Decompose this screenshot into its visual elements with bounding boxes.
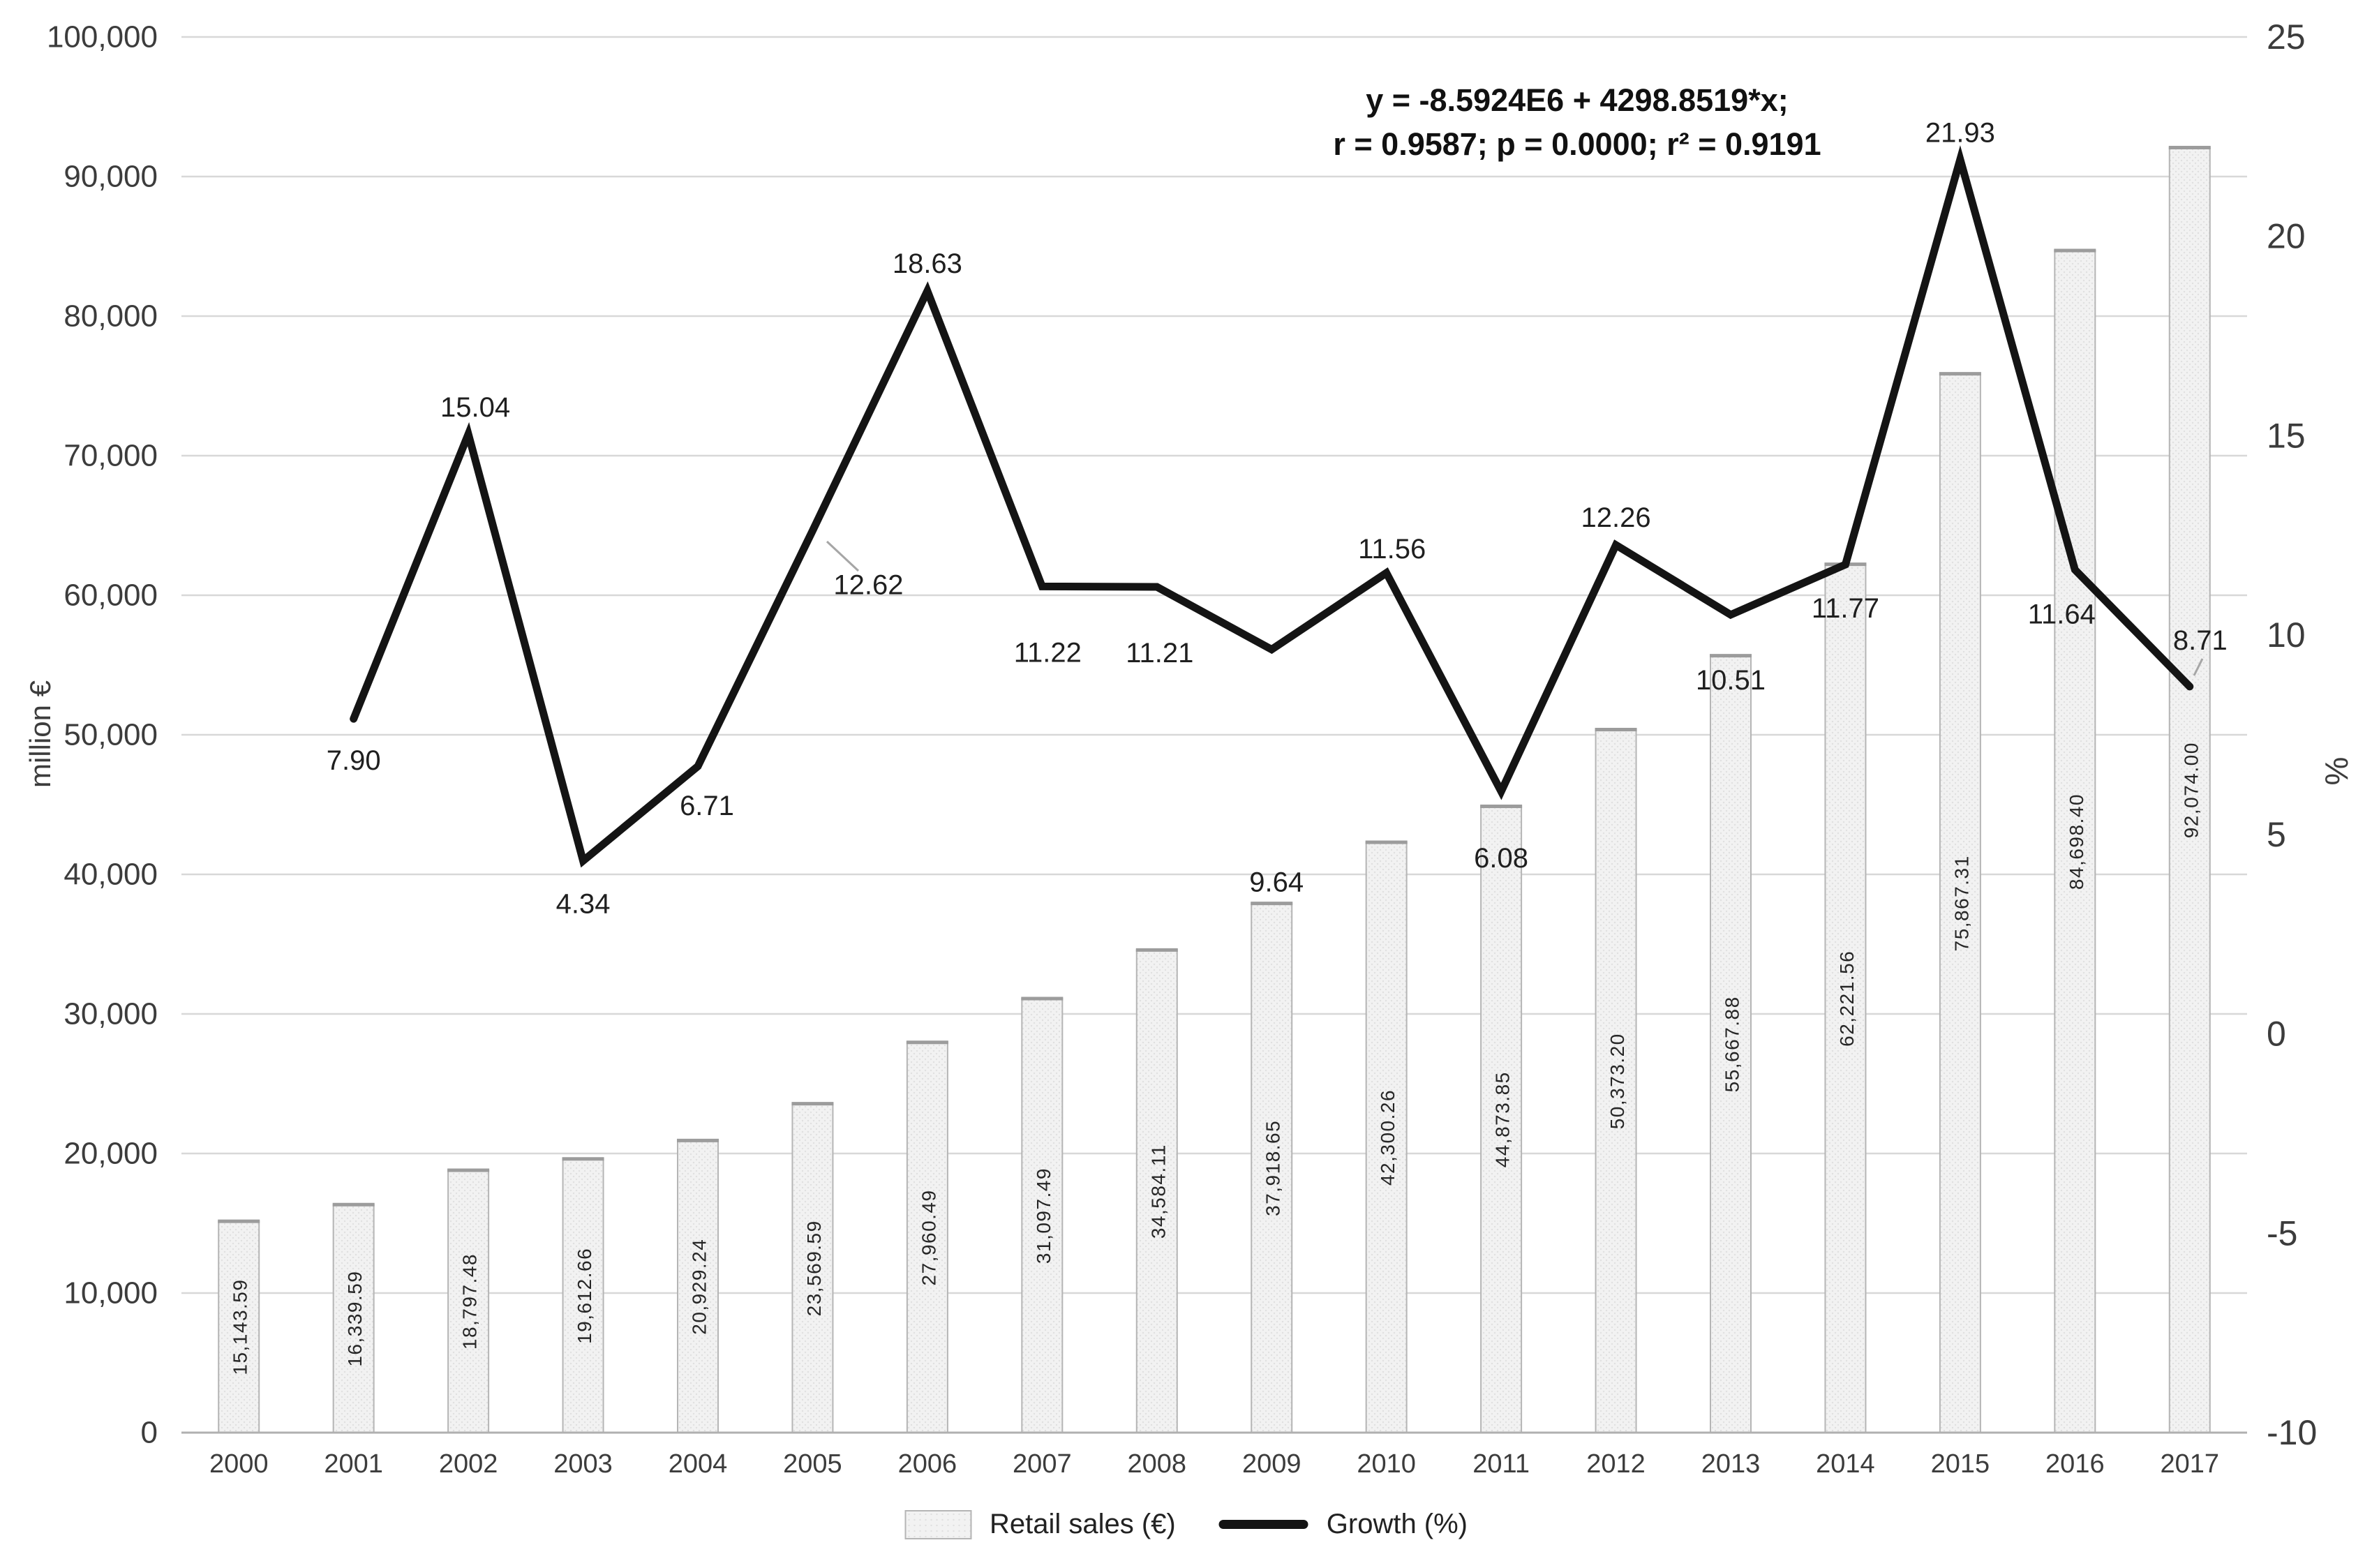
left-axis-tick-label: 50,000 xyxy=(64,718,158,752)
x-axis-tick-label: 2014 xyxy=(1816,1449,1875,1479)
growth-value-label: 11.56 xyxy=(1358,534,1426,565)
bar-value-label: 62,221.56 xyxy=(1836,950,1858,1047)
bar-value-label: 50,373.20 xyxy=(1606,1033,1628,1129)
left-axis-tick-label: 100,000 xyxy=(47,20,158,54)
x-axis-tick-label: 2008 xyxy=(1128,1449,1187,1479)
growth-value-label: 9.64 xyxy=(1249,867,1304,898)
right-axis-tick-label: 10 xyxy=(2267,615,2306,655)
x-axis-tick-label: 2001 xyxy=(324,1449,383,1479)
left-axis-tick-label: 40,000 xyxy=(64,858,158,892)
bar-value-label: 31,097.49 xyxy=(1033,1167,1054,1264)
regression-equation: y = -8.5924E6 + 4298.8519*x; xyxy=(1366,82,1789,118)
growth-value-label: 6.08 xyxy=(1474,843,1528,874)
legend-line-swatch-icon xyxy=(1218,1520,1308,1529)
bar-value-label: 18,797.48 xyxy=(459,1253,481,1350)
growth-value-label: 18.63 xyxy=(893,248,962,279)
growth-value-label: 11.64 xyxy=(2028,599,2096,629)
x-axis-tick-label: 2016 xyxy=(2045,1449,2105,1479)
bar-retail-sales xyxy=(2054,250,2096,1434)
legend: Retail sales (€) Growth (%) xyxy=(904,1509,1468,1540)
growth-value-label: 11.77 xyxy=(1812,593,1879,624)
bar-value-label: 37,918.65 xyxy=(1262,1120,1284,1216)
right-axis-title: % xyxy=(2318,756,2355,786)
bar-value-label: 75,867.31 xyxy=(1950,855,1972,951)
bar-retail-sales xyxy=(1595,729,1637,1433)
regression-annotation: y = -8.5924E6 + 4298.8519*x; r = 0.9587;… xyxy=(1333,78,1821,166)
x-axis-tick-label: 2003 xyxy=(553,1449,613,1479)
growth-value-label: 4.34 xyxy=(556,889,611,920)
bar-value-label: 27,960.49 xyxy=(918,1189,939,1285)
bar-retail-sales xyxy=(1251,902,1293,1433)
growth-value-label: 12.62 xyxy=(833,569,903,600)
legend-bar-label: Retail sales (€) xyxy=(989,1509,1176,1539)
x-axis-tick-label: 2011 xyxy=(1472,1449,1530,1479)
bar-value-label: 92,074.00 xyxy=(2180,742,2202,838)
bar-value-label: 84,698.40 xyxy=(2066,793,2087,890)
x-axis-tick-label: 2005 xyxy=(783,1449,842,1479)
right-axis-tick-label: -10 xyxy=(2267,1413,2317,1452)
growth-value-label: 11.21 xyxy=(1126,638,1193,669)
x-axis-tick-label: 2012 xyxy=(1586,1449,1646,1479)
growth-value-label: 21.93 xyxy=(1925,117,1995,148)
left-axis-tick-label: 80,000 xyxy=(64,299,158,334)
bar-retail-sales xyxy=(1939,373,1981,1433)
x-axis-tick-label: 2009 xyxy=(1242,1449,1301,1479)
bar-value-label: 19,612.66 xyxy=(574,1248,595,1344)
x-axis-tick-label: 2017 xyxy=(2161,1449,2220,1479)
bar-value-label: 20,929.24 xyxy=(689,1239,710,1335)
bar-value-label: 15,143.59 xyxy=(230,1279,251,1375)
bar-value-label: 44,873.85 xyxy=(1492,1071,1514,1167)
legend-line-label: Growth (%) xyxy=(1326,1509,1468,1539)
legend-bar-swatch-icon xyxy=(904,1509,971,1539)
bar-value-label: 23,569.59 xyxy=(803,1220,825,1316)
growth-value-label: 6.71 xyxy=(680,791,734,821)
bar-retail-sales xyxy=(1135,949,1178,1433)
growth-value-label: 7.90 xyxy=(327,745,381,776)
label-leader-line xyxy=(2193,658,2204,676)
x-axis-tick-label: 2000 xyxy=(209,1449,269,1479)
bar-value-label: 16,339.59 xyxy=(344,1271,366,1367)
right-axis-tick-label: 20 xyxy=(2267,217,2306,256)
growth-value-label: 15.04 xyxy=(440,392,510,423)
left-axis-tick-label: 70,000 xyxy=(64,439,158,473)
x-axis-tick-label: 2010 xyxy=(1357,1449,1416,1479)
growth-value-label: 12.26 xyxy=(1581,502,1651,533)
bar-value-label: 42,300.26 xyxy=(1377,1089,1398,1186)
bar-value-label: 34,584.11 xyxy=(1147,1144,1169,1239)
right-axis-tick-label: 5 xyxy=(2267,815,2286,854)
label-leader-line xyxy=(826,540,860,572)
left-axis-tick-label: 30,000 xyxy=(64,997,158,1031)
right-axis-tick-label: 0 xyxy=(2267,1015,2286,1054)
left-axis-tick-label: 0 xyxy=(141,1416,158,1450)
x-axis-tick-label: 2006 xyxy=(898,1449,957,1479)
left-axis-tick-label: 90,000 xyxy=(64,160,158,194)
left-axis-tick-label: 10,000 xyxy=(64,1276,158,1311)
bar-retail-sales xyxy=(1021,998,1064,1433)
x-axis-tick-label: 2007 xyxy=(1013,1449,1072,1479)
right-axis-tick-label: 25 xyxy=(2267,17,2306,57)
growth-value-label: 10.51 xyxy=(1696,665,1766,696)
bar-retail-sales xyxy=(1824,563,1867,1433)
left-axis-tick-label: 20,000 xyxy=(64,1137,158,1171)
x-axis-tick-label: 2013 xyxy=(1701,1449,1761,1479)
left-axis-title: million € xyxy=(24,680,57,789)
bar-retail-sales xyxy=(332,1204,375,1434)
growth-value-label: 11.22 xyxy=(1014,637,1082,668)
growth-value-label: 8.71 xyxy=(2173,625,2228,656)
growth-line xyxy=(350,145,2194,868)
right-axis-tick-label: 15 xyxy=(2267,416,2306,455)
bar-value-label: 55,667.88 xyxy=(1722,996,1743,1092)
bar-retail-sales xyxy=(677,1140,719,1433)
right-axis-tick-label: -5 xyxy=(2267,1214,2297,1253)
regression-stats: r = 0.9587; p = 0.0000; r² = 0.9191 xyxy=(1333,126,1821,162)
bar-retail-sales xyxy=(1365,841,1408,1433)
x-axis-tick-label: 2002 xyxy=(439,1449,498,1479)
left-axis-tick-label: 60,000 xyxy=(64,578,158,613)
x-axis-tick-label: 2004 xyxy=(669,1449,728,1479)
x-axis-tick-label: 2015 xyxy=(1931,1449,1990,1479)
